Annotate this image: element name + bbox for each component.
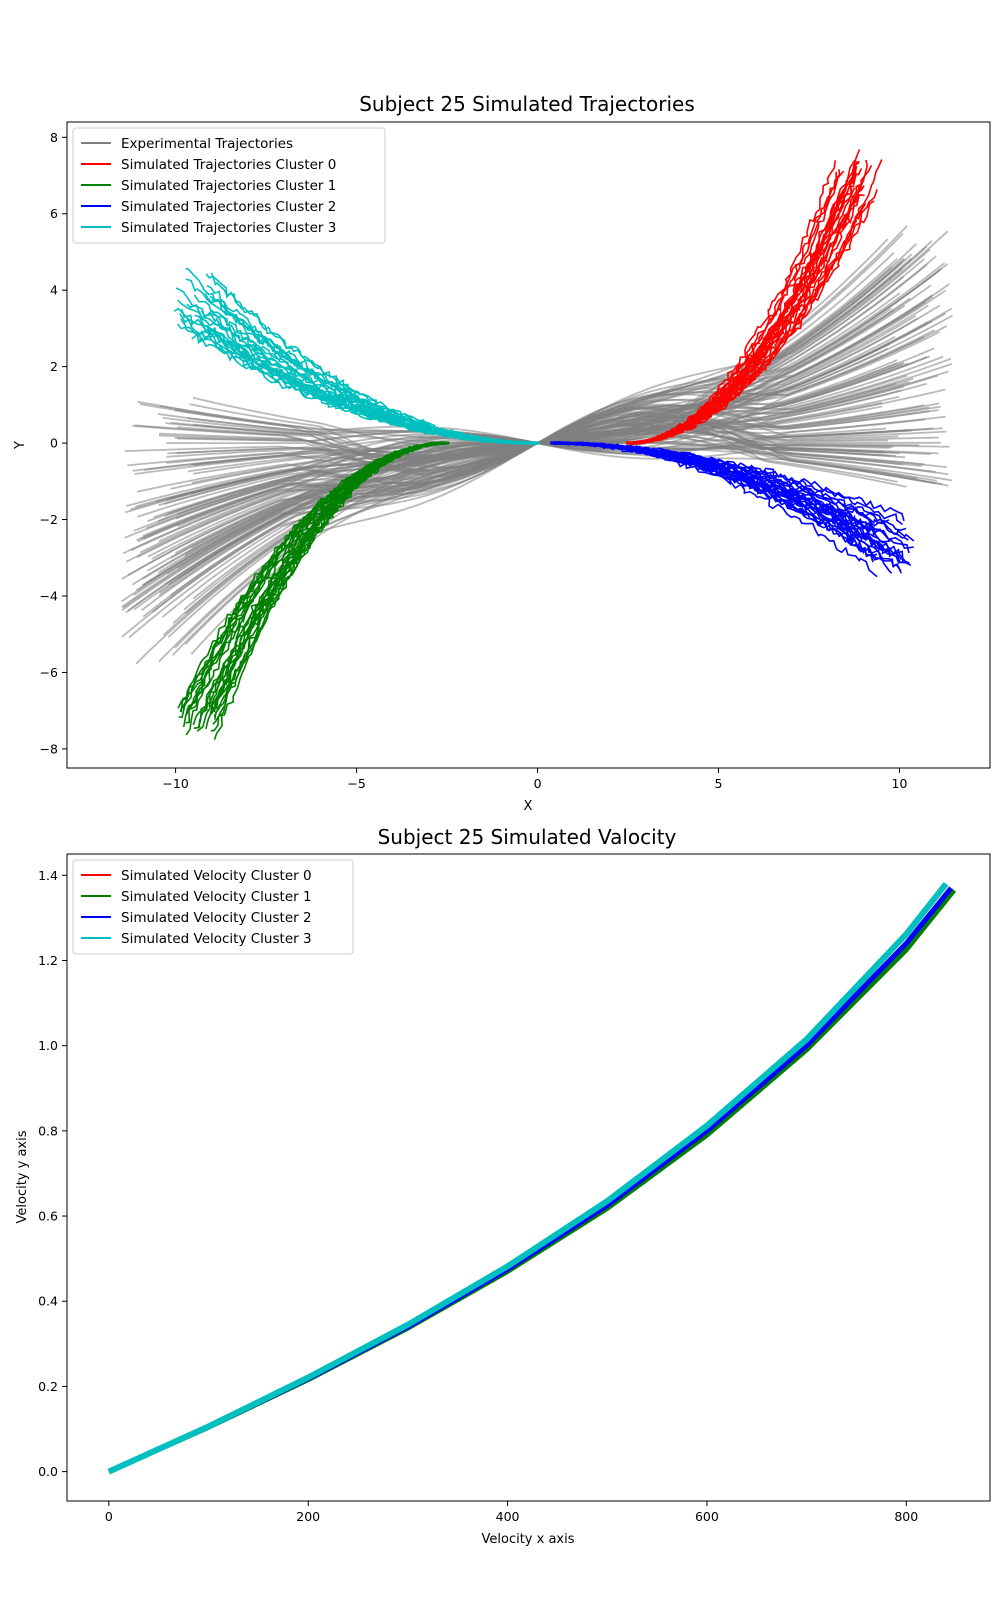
velocity-axes-frame	[66, 853, 991, 1502]
velocity-line-cluster-3	[107, 881, 949, 1475]
trajectories-chart: Subject 25 Simulated Trajectories −10 −5 0…	[13, 92, 991, 814]
velocity-y-tick-label: 1.4	[38, 868, 58, 883]
velocity-y-label: Velocity y axis	[15, 1130, 30, 1223]
velocity-line-cluster-2	[107, 886, 954, 1474]
simulated-trajectory-line-cluster-3	[177, 299, 540, 445]
velocity-x-tick-label: 200	[296, 1509, 320, 1524]
velocity-legend-entry: Simulated Velocity Cluster 2	[121, 910, 312, 926]
velocity-legend-entry: Simulated Velocity Cluster 1	[121, 889, 312, 905]
velocity-y-tick-label: 1.0	[38, 1038, 58, 1053]
experimental-trajectory-line	[187, 417, 538, 444]
experimental-trajectory-line	[537, 442, 894, 450]
trajectories-y-tick-label: −2	[40, 512, 58, 527]
simulated-trajectory-line-cluster-1	[182, 441, 450, 728]
simulated-trajectory-line-cluster-1	[179, 441, 447, 713]
velocity-y-tick-label: 0.0	[38, 1464, 58, 1479]
trajectories-x-tick-label: 5	[715, 776, 723, 791]
velocity-plot-area	[107, 881, 957, 1475]
experimental-trajectory-line	[177, 441, 538, 528]
experimental-trajectory-line	[537, 382, 928, 444]
trajectories-legend-entry: Simulated Trajectories Cluster 1	[121, 178, 336, 194]
trajectories-y-label: Y	[13, 441, 28, 450]
simulated-trajectory-line-cluster-3	[176, 323, 539, 445]
velocity-line-cluster-1	[107, 888, 957, 1474]
trajectories-x-tick-label: −10	[162, 776, 188, 791]
experimental-trajectory-line	[537, 424, 949, 476]
trajectories-legend-box	[72, 127, 386, 244]
trajectories-y-tick-label: −4	[40, 588, 58, 603]
trajectories-x-tick-label: 10	[892, 776, 908, 791]
velocity-y-tick-label: 1.2	[38, 953, 58, 968]
velocity-y-tick-label: 0.6	[38, 1209, 58, 1224]
trajectories-y-tick-label: 4	[50, 283, 58, 298]
trajectories-x-tick-label: 0	[534, 776, 542, 791]
experimental-trajectory-line	[137, 442, 538, 518]
velocity-legend-box	[72, 859, 354, 955]
velocity-line-cluster-0	[107, 886, 954, 1474]
simulated-trajectory-line-cluster-2	[551, 442, 878, 578]
simulated-trajectory-line-cluster-3	[185, 267, 539, 445]
trajectories-axes-frame	[66, 121, 991, 769]
velocity-x-tick-label: 0	[105, 1509, 113, 1524]
velocity-y-tick-label: 0.4	[38, 1294, 58, 1309]
velocity-y-tick-label: 0.8	[38, 1123, 58, 1138]
trajectories-plot-area	[120, 149, 954, 740]
simulated-trajectory-line-cluster-1	[213, 442, 448, 740]
trajectories-legend-entry: Simulated Trajectories Cluster 3	[121, 220, 336, 236]
trajectories-x-label: X	[524, 799, 533, 814]
trajectories-y-tick-label: 8	[50, 130, 58, 145]
trajectories-legend: Experimental Trajectories Simulated Traje…	[72, 127, 386, 244]
trajectories-y-tick-label: 6	[50, 206, 58, 221]
experimental-trajectory-line	[162, 417, 538, 444]
simulated-trajectory-line-cluster-0	[625, 188, 878, 445]
simulated-trajectory-line-cluster-3	[175, 287, 540, 445]
experimental-trajectory-line	[192, 396, 538, 450]
experimental-trajectory-line	[174, 430, 538, 444]
experimental-trajectory-line	[161, 442, 538, 618]
trajectories-y-tick-label: −6	[40, 665, 58, 680]
trajectories-legend-entry: Experimental Trajectories	[121, 136, 293, 152]
simulated-trajectory-line-cluster-3	[186, 303, 538, 445]
simulated-trajectory-line-cluster-2	[550, 441, 915, 542]
velocity-legend-entry: Simulated Velocity Cluster 0	[121, 868, 312, 884]
trajectories-x-tick-label: −5	[347, 776, 365, 791]
velocity-legend-entry: Simulated Velocity Cluster 3	[121, 931, 312, 947]
simulated-trajectory-line-cluster-2	[551, 441, 878, 538]
trajectories-y-tick-label: −8	[40, 741, 58, 756]
velocity-x-tick-label: 400	[496, 1509, 520, 1524]
trajectories-ticks: −10 −5 0 5 10 −8 −6 −4 −2 0 2 4 6 8	[40, 130, 908, 791]
simulated-trajectory-line-cluster-0	[626, 160, 837, 445]
experimental-trajectory-line	[158, 442, 538, 663]
experimental-trajectory-line	[537, 411, 898, 483]
velocity-x-tick-label: 600	[695, 1509, 719, 1524]
velocity-y-tick-label: 0.2	[38, 1379, 58, 1394]
velocity-x-tick-label: 800	[894, 1509, 918, 1524]
experimental-trajectory-line	[170, 440, 538, 559]
velocity-x-label: Velocity x axis	[482, 1532, 575, 1547]
velocity-ticks: 0 200 400 600 800 0.0 0.2 0.4 0.6 0.8 1.0 1.2 1.4	[38, 868, 918, 1524]
trajectories-y-tick-label: 0	[50, 436, 58, 451]
experimental-trajectory-line	[168, 442, 538, 586]
velocity-title: Subject 25 Simulated Valocity	[378, 825, 677, 849]
experimental-trajectory-line	[176, 426, 538, 469]
simulated-trajectory-line-cluster-0	[626, 162, 860, 445]
trajectories-title: Subject 25 Simulated Trajectories	[359, 92, 695, 116]
experimental-trajectory-line	[537, 409, 939, 444]
experimental-trajectory-line	[537, 307, 892, 444]
velocity-chart: Subject 25 Simulated Valocity 0 200 400 600…	[15, 825, 991, 1547]
trajectories-y-tick-label: 2	[50, 359, 58, 374]
trajectories-legend-entry: Simulated Trajectories Cluster 2	[121, 199, 336, 215]
experimental-trajectory-line	[537, 432, 918, 480]
trajectories-legend-entry: Simulated Trajectories Cluster 0	[121, 157, 336, 173]
velocity-legend: Simulated Velocity Cluster 0 Simulated Ve…	[72, 859, 354, 955]
